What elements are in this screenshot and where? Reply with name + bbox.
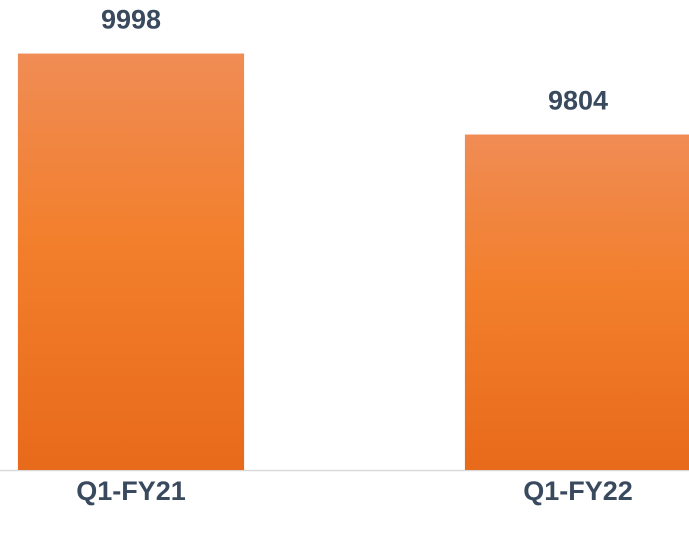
value-label: 9998 [101,5,161,35]
bar [464,134,689,470]
x-tick-label: Q1-FY21 [76,476,186,506]
bar [17,53,245,470]
value-label: 9804 [548,86,608,116]
x-tick-label: Q1-FY22 [523,476,633,506]
